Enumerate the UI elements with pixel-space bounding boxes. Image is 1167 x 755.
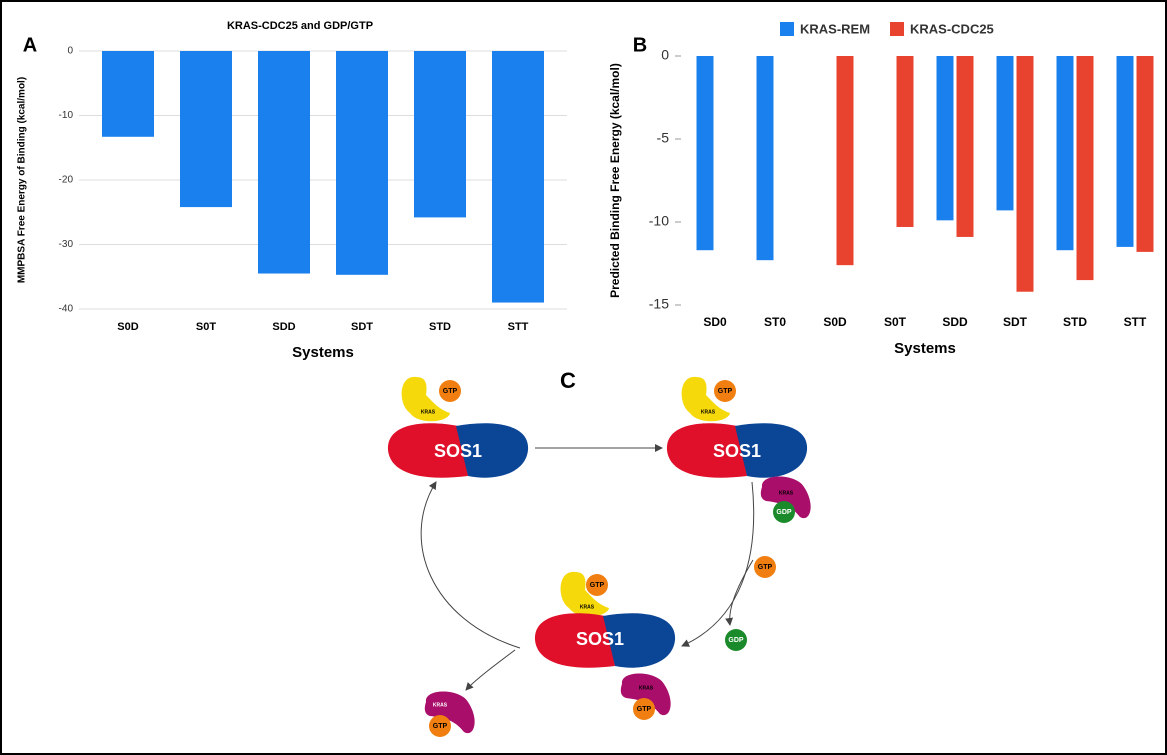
diagram-label: SOS1 xyxy=(713,441,761,461)
bar xyxy=(258,51,310,274)
bar xyxy=(957,56,974,237)
y-tick-label: -40 xyxy=(59,304,74,315)
y-tick-label: -15 xyxy=(649,296,669,312)
panel-label: B xyxy=(633,34,647,56)
diagram-label: KRAS xyxy=(580,604,595,610)
x-tick-label: S0T xyxy=(884,315,907,329)
x-tick-label: SDT xyxy=(351,321,373,333)
chart-title: KRAS-CDC25 and GDP/GTP xyxy=(227,20,373,32)
y-tick-label: -5 xyxy=(657,130,670,146)
y-tick-label: -20 xyxy=(59,175,74,186)
bar xyxy=(837,56,854,265)
bar xyxy=(414,51,466,217)
x-tick-label: S0D xyxy=(117,321,138,333)
bar xyxy=(1077,56,1094,280)
y-axis-label: Predicted Binding Free Energy (kcal/mol) xyxy=(608,63,622,298)
y-axis-label: MMPBSA Free Energy of Binding (kcal/mol) xyxy=(17,77,28,283)
bar xyxy=(1137,56,1154,252)
y-tick-label: -10 xyxy=(649,213,669,229)
diagram-label: SOS1 xyxy=(576,629,624,649)
bar xyxy=(997,56,1014,210)
diagram-label: GTP xyxy=(443,388,458,395)
x-tick-label: S0T xyxy=(196,321,216,333)
x-axis-label: Systems xyxy=(292,344,354,361)
bar xyxy=(102,51,154,137)
x-tick-label: STD xyxy=(429,321,451,333)
bar xyxy=(757,56,774,260)
diagram-label: KRAS xyxy=(421,409,436,415)
x-tick-label: SDD xyxy=(272,321,295,333)
x-tick-label: SDD xyxy=(942,315,968,329)
x-tick-label: STD xyxy=(1063,315,1087,329)
y-tick-label: 0 xyxy=(661,47,669,63)
diagram-label: GDP xyxy=(776,509,792,516)
diagram-label: KRAS xyxy=(639,685,654,691)
panel-label: C xyxy=(560,368,576,393)
legend-label: KRAS-CDC25 xyxy=(910,21,994,36)
panel-label: A xyxy=(23,34,37,56)
x-tick-label: S0D xyxy=(823,315,847,329)
bar xyxy=(897,56,914,227)
bar xyxy=(697,56,714,250)
x-axis-label: Systems xyxy=(894,340,956,357)
x-tick-label: STT xyxy=(1124,315,1147,329)
diagram-label: KRAS xyxy=(433,702,448,708)
diagram-label: GTP xyxy=(433,723,448,730)
legend-swatch xyxy=(780,22,794,36)
legend-label: KRAS-REM xyxy=(800,21,870,36)
bar xyxy=(1057,56,1074,250)
diagram-label: GDP xyxy=(728,637,744,644)
x-tick-label: SD0 xyxy=(703,315,727,329)
diagram-label: SOS1 xyxy=(434,441,482,461)
bar xyxy=(937,56,954,220)
legend-swatch xyxy=(890,22,904,36)
x-tick-label: STT xyxy=(508,321,529,333)
bar xyxy=(492,51,544,303)
diagram-label: GTP xyxy=(590,582,605,589)
diagram-label: GTP xyxy=(718,388,733,395)
diagram-label: GTP xyxy=(758,564,773,571)
y-tick-label: 0 xyxy=(67,46,73,57)
y-tick-label: -30 xyxy=(59,239,74,250)
bar xyxy=(1117,56,1134,247)
x-tick-label: SDT xyxy=(1003,315,1028,329)
x-tick-label: ST0 xyxy=(764,315,786,329)
figure: A KRAS-CDC25 and GDP/GTP 0 -10 -20 -30 -40 S0D S… xyxy=(0,0,1167,755)
diagram-label: GTP xyxy=(637,706,652,713)
y-tick-label: -10 xyxy=(59,110,74,121)
bar xyxy=(1017,56,1034,292)
diagram-label: KRAS xyxy=(779,490,794,496)
diagram-label: KRAS xyxy=(701,409,716,415)
bar xyxy=(336,51,388,275)
bar xyxy=(180,51,232,207)
